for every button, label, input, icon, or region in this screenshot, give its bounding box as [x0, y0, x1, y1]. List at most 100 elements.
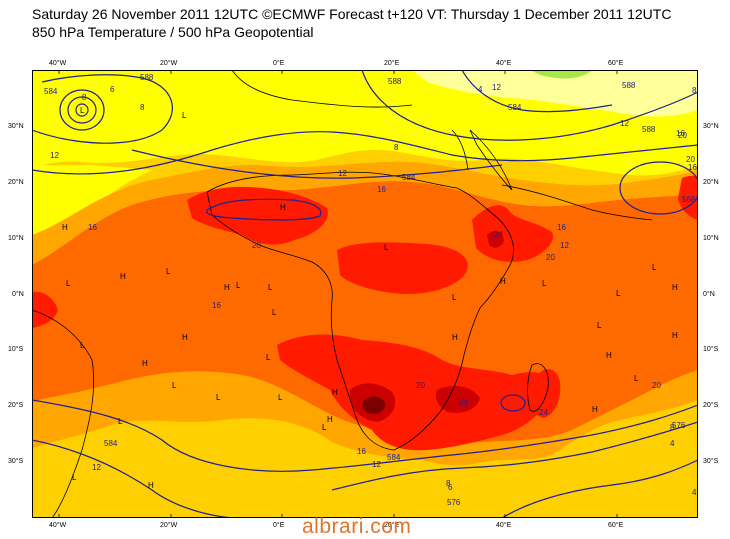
temp-label: 16 [688, 163, 697, 172]
geopotential-label: 568 [682, 195, 696, 204]
temp-label: 12 [620, 119, 629, 128]
lat-tick-right: 0°N [703, 291, 715, 298]
pressure-mark: L [268, 283, 273, 292]
geopotential-label: 576 [672, 421, 686, 430]
pressure-mark: L [172, 381, 177, 390]
pressure-mark: H [672, 283, 678, 292]
field-red-horn [472, 205, 553, 262]
pressure-mark: L [384, 243, 389, 252]
pressure-mark: L [597, 321, 602, 330]
geopotential-label: 584 [508, 103, 522, 112]
temp-label: 12 [92, 463, 101, 472]
pressure-mark: L [216, 393, 221, 402]
geopotential-label: 584 [402, 173, 416, 182]
geopotential-label: 588 [140, 73, 154, 82]
chart-subtitle: 850 hPa Temperature / 500 hPa Geopotenti… [32, 24, 314, 40]
pressure-mark: L [72, 473, 77, 482]
lon-tick-bottom: 60°E [608, 522, 624, 529]
temp-label: 4 [692, 488, 697, 497]
temp-label: 16 [676, 129, 685, 138]
temp-label: 16 [88, 223, 97, 232]
lon-tick-top: 20°E [384, 60, 400, 67]
temp-label: 12 [372, 460, 381, 469]
temp-label: 4 [478, 85, 483, 94]
geopotential-label: 588 [622, 81, 636, 90]
lat-tick-right: 30°S [703, 458, 719, 465]
temp-label: 4 [670, 439, 675, 448]
pressure-mark: L [616, 289, 621, 298]
pressure-mark: H [224, 283, 230, 292]
temp-label: 8 [394, 143, 399, 152]
geopotential-label: 584 [104, 439, 118, 448]
pressure-mark: H [182, 333, 188, 342]
pressure-mark: H [452, 333, 458, 342]
pressure-mark: L [634, 374, 639, 383]
pressure-mark: L [80, 341, 85, 350]
geopotential-label: 588 [388, 77, 402, 86]
field-pale-north [412, 70, 698, 117]
temp-label: 24 [459, 398, 468, 407]
temp-label: 6 [448, 483, 453, 492]
field-maroon [362, 396, 386, 414]
lon-tick-bottom: 40°E [496, 522, 512, 529]
chart-title: Saturday 26 November 2011 12UTC ©ECMWF F… [32, 6, 672, 22]
lon-tick-bottom: 20°W [160, 522, 178, 529]
temp-label: 8 [82, 93, 87, 102]
watermark: albrari.com [302, 515, 412, 538]
map-frame [32, 70, 698, 518]
temp-label: 16 [212, 301, 221, 310]
pressure-mark: H [148, 481, 154, 490]
lon-tick-bottom: 20°E [384, 522, 400, 529]
temp-label: 6 [110, 85, 115, 94]
lat-tick-right: 20°S [703, 402, 719, 409]
lon-tick-top: 40°W [49, 60, 67, 67]
pressure-mark: H [327, 415, 333, 424]
temp-label: 12 [492, 83, 501, 92]
temp-label: 8 [446, 479, 451, 488]
temp-label: 8 [140, 103, 145, 112]
pressure-mark: H [332, 388, 338, 397]
field-yellow-nw [32, 165, 152, 270]
temp-label: 16 [557, 223, 566, 232]
temp-label: 12 [338, 169, 347, 178]
pressure-mark: H [142, 359, 148, 368]
pressure-mark: L [652, 263, 657, 272]
pressure-mark: L [278, 393, 283, 402]
geopotential-label: 576 [447, 498, 461, 507]
geopotential-label: 584 [387, 453, 401, 462]
pressure-mark: L [272, 308, 277, 317]
pressure-mark: H [500, 277, 506, 286]
temp-label: 16 [377, 185, 386, 194]
pressure-mark: L [542, 279, 547, 288]
pressure-mark: H [672, 331, 678, 340]
lat-tick-right: 30°N [703, 123, 719, 130]
pressure-mark: H [280, 203, 286, 212]
field-dark-red [487, 230, 504, 248]
lat-tick-right: 20°N [703, 179, 719, 186]
temp-label: 8 [670, 423, 675, 432]
pressure-mark: H [62, 223, 68, 232]
lon-tick-bottom: 40°W [49, 522, 67, 529]
temp-label: 12 [560, 241, 569, 250]
field-green [532, 70, 592, 79]
field-red-madagascar [530, 369, 561, 418]
lon-tick-top: 0°E [273, 60, 285, 67]
field-dark-red [435, 385, 480, 413]
weather-map: 8 6 8 12 16 16 12 20 20 24 24 24 20 16 1… [32, 70, 698, 518]
lat-tick-left: 0°N [12, 291, 24, 298]
pressure-mark: L [166, 267, 171, 276]
pressure-mark: L [236, 281, 241, 290]
pressure-mark: L [66, 279, 71, 288]
temp-label: 8 [692, 86, 697, 95]
temp-label: 16 [357, 447, 366, 456]
lon-tick-top: 20°W [160, 60, 178, 67]
pressure-mark: L [452, 293, 457, 302]
pressure-mark: H [120, 272, 126, 281]
temp-label: 20 [686, 155, 695, 164]
geopotential-label: 588 [642, 125, 656, 134]
lat-tick-left: 10°N [8, 235, 24, 242]
field-red-south [277, 334, 552, 451]
lat-tick-left: 20°S [8, 402, 24, 409]
lat-tick-left: 30°N [8, 123, 24, 130]
pressure-mark: L [182, 111, 187, 120]
